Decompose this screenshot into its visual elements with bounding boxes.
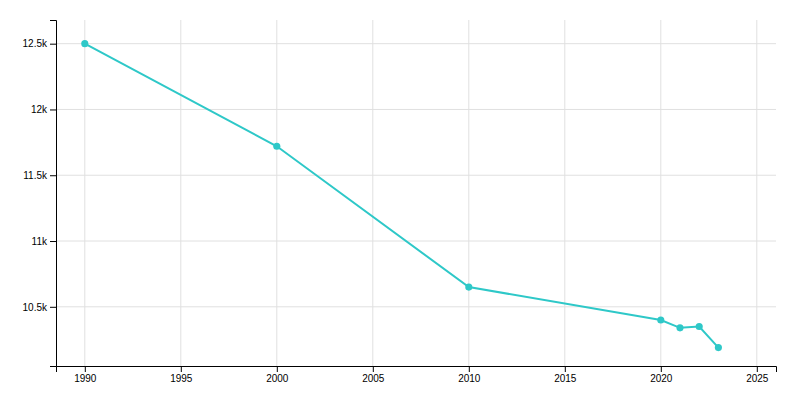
grid-line xyxy=(372,20,373,366)
tick: 1990 xyxy=(74,366,97,384)
tick-mark xyxy=(85,366,86,372)
tick-mark xyxy=(277,366,278,372)
point xyxy=(81,40,88,47)
tick-mark xyxy=(50,307,56,308)
y-axis: 10.5k 11k 11.5k 12k 12.5k xyxy=(23,21,57,367)
tick-label: 1990 xyxy=(74,373,97,384)
tick-mark xyxy=(50,241,56,242)
grid-line xyxy=(56,241,776,242)
grid-line xyxy=(468,20,469,366)
point xyxy=(715,344,722,351)
tick: 11.5k xyxy=(23,170,56,181)
grid-line xyxy=(84,20,85,366)
tick-label: 11k xyxy=(32,236,48,247)
plot: 1990 1995 2000 2005 2010 2015 2020 2025 10.5k 11k… xyxy=(23,20,777,384)
tick-label: 2005 xyxy=(362,373,385,384)
grid-line xyxy=(56,175,776,176)
tick-mark xyxy=(565,366,566,372)
tick-mark xyxy=(50,175,56,176)
grid-line xyxy=(660,20,661,366)
tick: 2005 xyxy=(362,366,385,384)
axis-line xyxy=(57,367,777,373)
tick-mark xyxy=(50,109,56,110)
tick-mark xyxy=(661,366,662,372)
tick-label: 2020 xyxy=(650,373,673,384)
tick: 12k xyxy=(31,104,56,115)
tick: 2010 xyxy=(458,366,481,384)
point xyxy=(657,316,664,323)
grid xyxy=(56,20,776,366)
tick-mark xyxy=(757,366,758,372)
point xyxy=(465,283,472,290)
tick: 12.5k xyxy=(23,38,56,49)
x-axis: 1990 1995 2000 2005 2010 2015 2020 2025 xyxy=(57,366,777,384)
tick-label: 12.5k xyxy=(23,38,48,49)
tick-label: 11.5k xyxy=(23,170,48,181)
tick: 2025 xyxy=(746,366,769,384)
grid-line xyxy=(276,20,277,366)
tick-label: 1995 xyxy=(170,373,193,384)
axis-line xyxy=(50,21,57,367)
tick: 1995 xyxy=(170,366,193,384)
grid-line xyxy=(564,20,565,366)
tick-label: 10.5k xyxy=(23,301,48,312)
tick: 2000 xyxy=(266,366,289,384)
grid-line xyxy=(56,43,776,44)
tick: 2015 xyxy=(554,366,577,384)
tick-label: 12k xyxy=(31,104,48,115)
point xyxy=(696,323,703,330)
tick-label: 2010 xyxy=(458,373,481,384)
tick-mark xyxy=(469,366,470,372)
point xyxy=(676,324,683,331)
tick-mark xyxy=(181,366,182,372)
tick-mark xyxy=(50,44,56,45)
tick-label: 2025 xyxy=(746,373,769,384)
chart: 1990 1995 2000 2005 2010 2015 2020 2025 10.5k 11k… xyxy=(0,0,800,400)
tick-label: 2000 xyxy=(266,373,289,384)
tick-label: 2015 xyxy=(554,373,577,384)
grid-line xyxy=(56,109,776,110)
series xyxy=(81,40,722,351)
grid-line xyxy=(180,20,181,366)
tick: 11k xyxy=(32,236,56,247)
tick: 10.5k xyxy=(23,301,56,312)
line xyxy=(85,44,719,348)
grid-line xyxy=(756,20,757,366)
tick-mark xyxy=(373,366,374,372)
grid-line xyxy=(56,306,776,307)
point xyxy=(273,143,280,150)
tick: 2020 xyxy=(650,366,673,384)
